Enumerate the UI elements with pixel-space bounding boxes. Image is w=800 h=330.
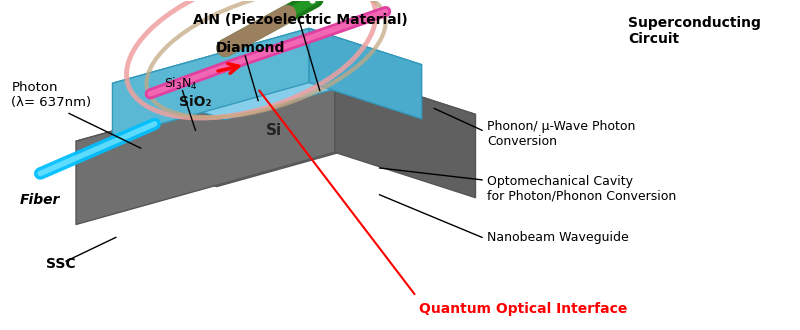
- Text: Si: Si: [266, 123, 282, 138]
- Text: Nanobeam Waveguide: Nanobeam Waveguide: [487, 231, 629, 245]
- Polygon shape: [334, 69, 475, 198]
- Text: Diamond: Diamond: [215, 41, 285, 55]
- Text: SiO₂: SiO₂: [179, 95, 211, 109]
- Text: Photon
(λ= 637nm): Photon (λ= 637nm): [11, 81, 91, 109]
- Text: Si$_3$N$_4$: Si$_3$N$_4$: [163, 76, 198, 92]
- Polygon shape: [76, 69, 334, 224]
- Polygon shape: [113, 28, 309, 137]
- Text: Optomechanical Cavity
for Photon/Phonon Conversion: Optomechanical Cavity for Photon/Phonon …: [487, 175, 676, 203]
- Polygon shape: [309, 28, 422, 119]
- Text: Superconducting
Circuit: Superconducting Circuit: [628, 16, 761, 47]
- Text: AlN (Piezoelectric Material): AlN (Piezoelectric Material): [193, 13, 407, 27]
- Polygon shape: [113, 28, 422, 119]
- Text: Quantum Optical Interface: Quantum Optical Interface: [419, 302, 628, 316]
- Text: Phonon/ μ-Wave Photon
Conversion: Phonon/ μ-Wave Photon Conversion: [487, 120, 635, 148]
- Text: Fiber: Fiber: [19, 193, 60, 207]
- Text: SSC: SSC: [46, 257, 76, 271]
- Polygon shape: [76, 69, 475, 186]
